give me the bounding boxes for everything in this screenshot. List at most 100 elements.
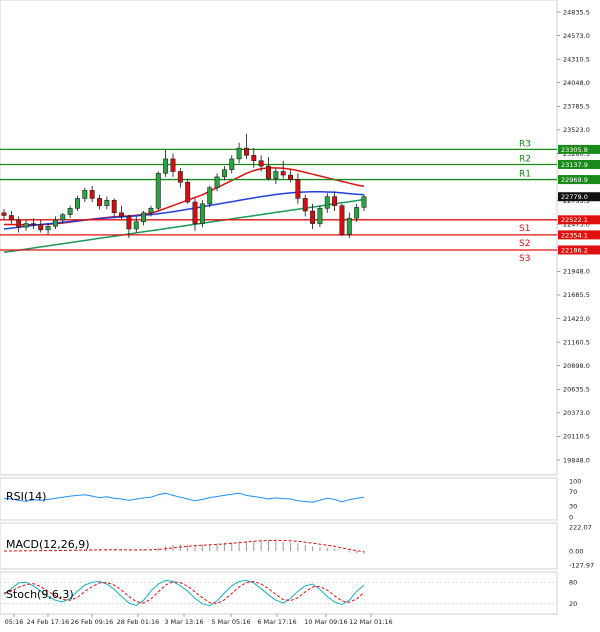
candle-body (324, 196, 330, 209)
candle-body (38, 224, 44, 231)
price-tick-label: 21160.5 (563, 338, 590, 346)
candle-body (60, 214, 66, 221)
macd-signal-line (3, 539, 365, 553)
candle-body (30, 223, 36, 225)
candle-body (251, 155, 257, 161)
candle-body (97, 198, 102, 206)
level-badge-r1 (558, 175, 600, 185)
macd-tick-label: -127.97 (569, 561, 594, 569)
stoch-k-line (3, 579, 365, 607)
level-badge-s2 (558, 230, 600, 240)
macd-label: MACD(12,26,9) (6, 538, 90, 551)
level-value-s1: 22522.1 (561, 216, 588, 224)
stoch-tick-label: 80 (569, 579, 577, 587)
macd-indicator: 222.07 0.00 -127.97 (3, 523, 594, 569)
stoch-tick-label: 20 (569, 600, 577, 608)
price-tick-label: 21948.0 (563, 268, 590, 276)
price-tick-label: 20635.5 (563, 386, 590, 394)
time-tick-label: 24 Feb 17:16 (27, 618, 70, 626)
price-tick-label: 21685.5 (563, 291, 590, 299)
time-tick-label: 28 Feb 01:16 (117, 618, 160, 626)
price-tick-label: 23523.0 (563, 126, 590, 134)
candle-body (258, 160, 264, 167)
rsi-tick-label: 30 (569, 503, 577, 511)
candle-body (16, 219, 22, 228)
macd-tick-label: 0.00 (569, 547, 583, 555)
rsi-tick-label: 0 (569, 513, 573, 521)
price-panel (0, 0, 558, 476)
candle-body (82, 190, 88, 199)
candle-body (104, 199, 110, 206)
stoch-d-line (3, 580, 365, 604)
level-badge-r3 (558, 144, 600, 154)
rsi-line (3, 492, 365, 503)
price-tick-label: 24048.0 (563, 79, 590, 87)
time-tick-label: 26 Feb 09:16 (71, 618, 114, 626)
time-tick-label: 5 Mar 05:16 (211, 618, 250, 626)
candle-body (177, 171, 183, 183)
candle-body (221, 169, 227, 178)
candle-body (243, 147, 249, 156)
level-name-s1: S1 (519, 224, 530, 234)
level-value-r3: 23305.8 (561, 146, 588, 154)
time-tick-label: 6 Mar 17:16 (257, 618, 296, 626)
price-tick-label: 19848.0 (563, 456, 590, 464)
price-tick-label: 24573.0 (563, 32, 590, 40)
rsi-label: RSI(14) (6, 490, 46, 503)
rsi-indicator: 100 70 30 0 (3, 477, 581, 521)
current-price-box (558, 192, 600, 202)
candle-body (280, 171, 286, 176)
candle-body (126, 216, 132, 230)
candle-body (89, 190, 95, 199)
candle-body (111, 199, 117, 214)
price-tick-label: 21423.0 (563, 315, 590, 323)
level-name-s2: S2 (519, 239, 530, 249)
candle-body (155, 173, 161, 209)
candle-body (332, 196, 338, 206)
candle-body (317, 208, 323, 224)
level-name-s3: S3 (519, 254, 530, 264)
candle-body (295, 179, 301, 199)
macd-tick-label: 222.07 (569, 523, 592, 531)
time-tick-label: 05:16 (5, 618, 24, 626)
time-axis: 05:16 24 Feb 17:16 26 Feb 09:16 28 Feb 01:1… (5, 614, 393, 626)
candle-body (119, 212, 125, 217)
stoch-panel (0, 571, 558, 615)
price-tick-label: 22473.0 (563, 221, 590, 229)
candle-body (52, 219, 58, 227)
candle-body (266, 165, 271, 179)
candle-body (310, 210, 316, 224)
rsi-tick-label: 100 (569, 477, 581, 485)
time-tick-label: 10 Mar 09:16 (304, 618, 347, 626)
candle-body (23, 223, 29, 228)
candle-body (302, 198, 308, 212)
price-tick-label: 20898.0 (563, 362, 590, 370)
candle-body (229, 158, 235, 170)
level-badge-s1 (558, 215, 600, 225)
candle-body (1, 212, 7, 216)
candle-body (170, 158, 176, 172)
level-name-r3: R3 (519, 139, 531, 149)
current-price-badge: 22779.0 (558, 192, 600, 202)
rsi-panel (0, 477, 558, 521)
candle-body (141, 212, 147, 223)
level-name-r2: R2 (519, 154, 531, 164)
time-tick-label: 3 Mar 13:16 (164, 618, 203, 626)
level-badge-s3 (558, 245, 600, 255)
price-tick-label: 24835.5 (563, 8, 590, 16)
candle-body (346, 217, 352, 235)
candle-body (75, 198, 80, 209)
stoch-indicator: 80 20 (0, 579, 577, 608)
moving-average-line (3, 191, 365, 230)
candle-body (288, 174, 293, 180)
level-name-r1: R1 (519, 170, 531, 180)
candle-body (339, 205, 345, 235)
candle-body (67, 208, 73, 215)
candle-body (207, 187, 213, 205)
price-axis: 24835.5 24573.0 24310.5 24048.0 23785.5 23523… (557, 8, 590, 464)
stoch-label: Stoch(9,6,3) (6, 588, 74, 601)
candle-body (273, 171, 279, 179)
level-value-r1: 22969.9 (561, 176, 588, 184)
level-value-s3: 22186.2 (561, 246, 588, 254)
